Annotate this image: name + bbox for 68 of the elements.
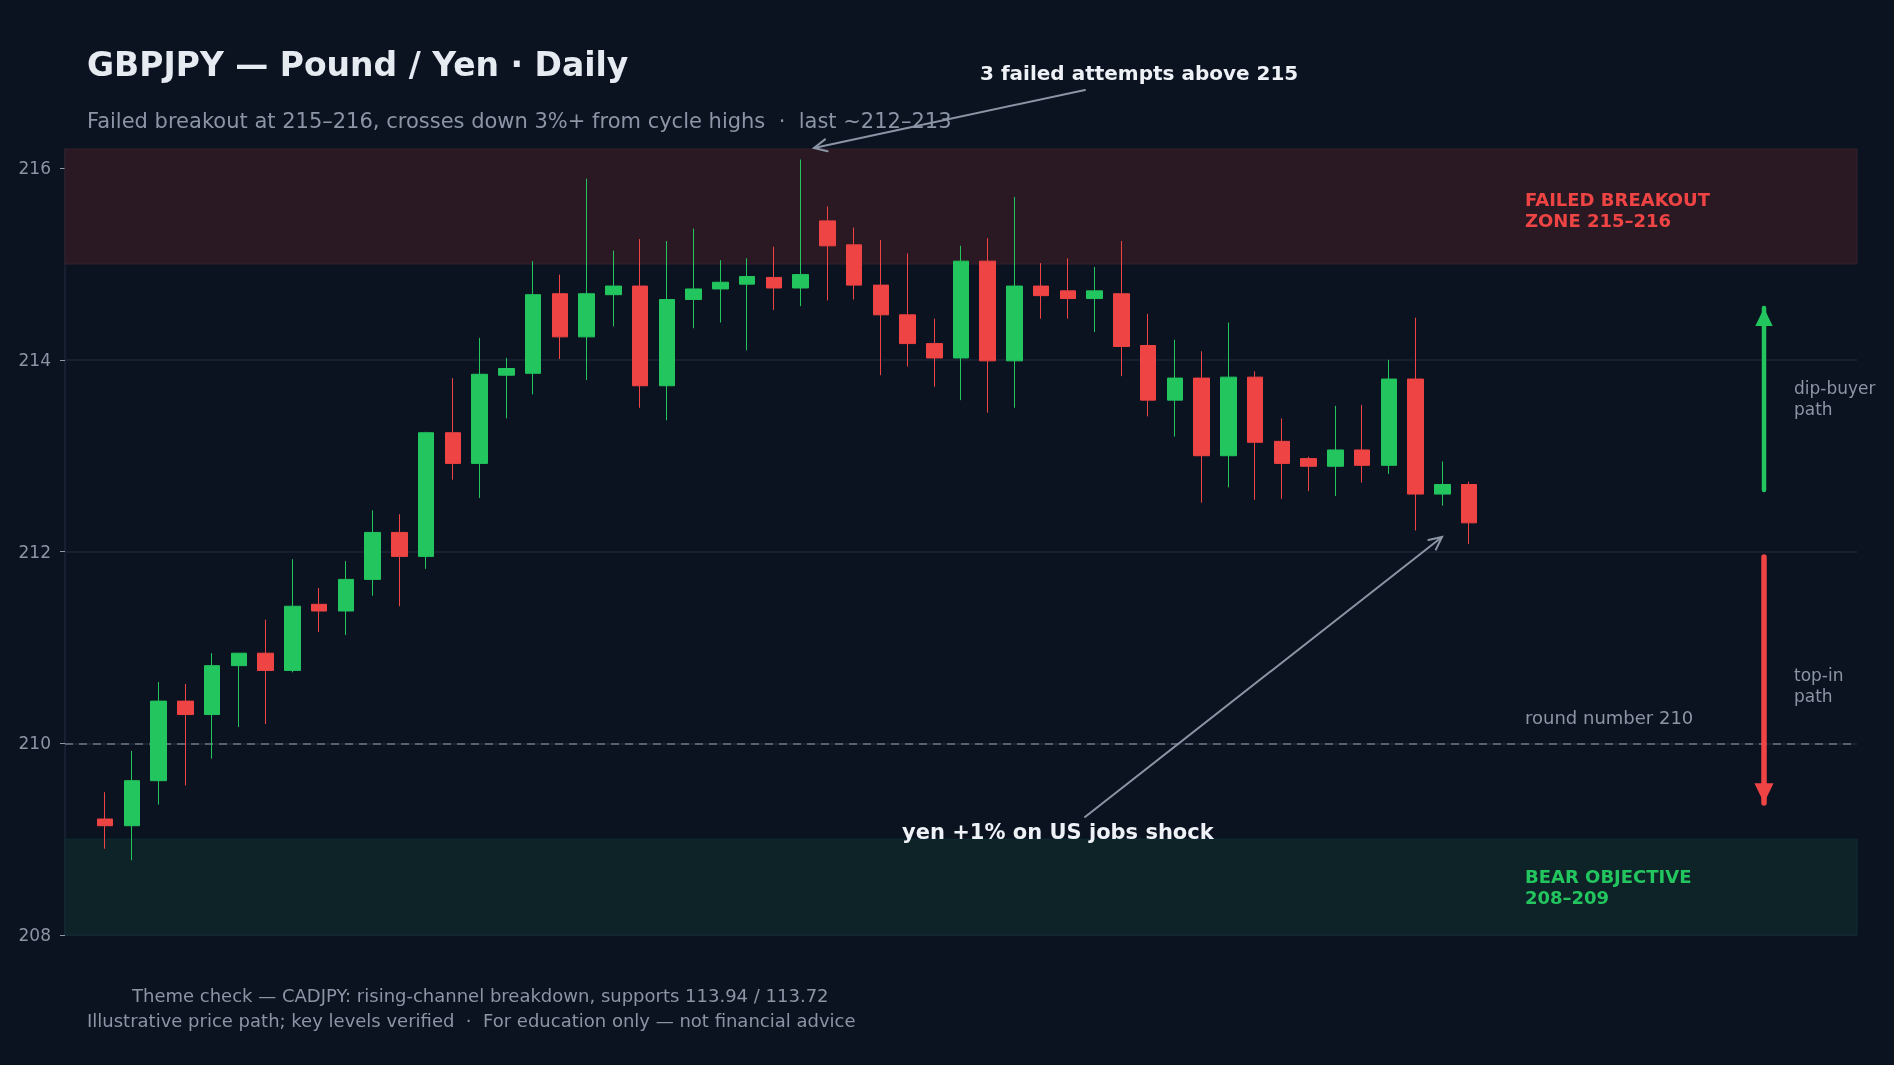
candlestick	[979, 237, 996, 414]
candlestick	[953, 245, 969, 401]
y-tick-label: 210	[18, 733, 51, 754]
candlestick	[311, 587, 327, 633]
candlestick	[846, 227, 862, 300]
candlestick	[498, 357, 515, 419]
candlestick	[712, 259, 729, 323]
candlestick	[257, 619, 274, 725]
candlestick	[418, 431, 434, 570]
y-tick-label: 216	[18, 158, 51, 179]
annotation: dip-buyer path	[1794, 377, 1881, 419]
candlestick	[471, 337, 488, 499]
candlestick	[284, 558, 301, 673]
candlestick	[1407, 317, 1424, 531]
candlestick	[632, 238, 648, 409]
annotation: yen +1% on US jobs shock	[902, 819, 1215, 844]
y-tick-label: 214	[18, 349, 51, 370]
candlestick	[1167, 339, 1183, 438]
candlestick	[1086, 266, 1103, 333]
annotation: top-in path	[1794, 664, 1849, 706]
y-tick-label: 212	[18, 541, 51, 562]
chart-subtitle: Failed breakout at 215–216, crosses down 3%+ from cycle highs · last ~212–213	[87, 108, 952, 133]
candlestick	[792, 159, 809, 307]
candlestick	[177, 683, 194, 786]
text: 3 failed attempts above 215	[980, 61, 1299, 85]
candlestick	[899, 252, 916, 368]
candlestick	[1274, 417, 1290, 500]
candlestick	[766, 246, 782, 311]
candlestick	[231, 652, 247, 728]
candlestick	[605, 250, 622, 327]
candlestick	[1381, 359, 1397, 475]
candlestick	[578, 178, 595, 381]
candlestick	[1140, 313, 1156, 417]
band-label: BEAR OBJECTIVE 208–209	[1525, 866, 1692, 908]
text: Theme check — CADJPY: rising-channel breakdown, supports 113.94 / 113.72	[131, 984, 829, 1006]
candlestick	[926, 318, 943, 388]
text: Illustrative price path; key levels verified · For education only — not financial advice	[87, 1009, 856, 1031]
candlestick	[739, 257, 755, 351]
candlestick	[391, 513, 408, 607]
candlestick	[1060, 257, 1076, 320]
candlestick	[1247, 370, 1263, 501]
candlestick	[1327, 405, 1344, 497]
candlestick	[150, 681, 167, 806]
candlestick	[124, 750, 140, 861]
candlestick	[1006, 196, 1023, 409]
candlestick	[1434, 460, 1451, 507]
band-label: FAILED BREAKOUT ZONE 215–216	[1525, 189, 1711, 231]
ref-line-label: round number 210	[1525, 706, 1694, 728]
candlestick	[204, 652, 220, 760]
candlestick	[1033, 262, 1049, 320]
candlestick	[552, 274, 568, 360]
candlestick	[1300, 456, 1317, 492]
y-tick-label: 208	[18, 925, 51, 945]
candlestick	[819, 206, 836, 301]
candlestick	[97, 791, 113, 850]
candlestick	[338, 560, 354, 636]
candlestick	[525, 260, 541, 395]
candlestick	[1113, 240, 1130, 377]
candlestick	[873, 239, 889, 376]
candlestick	[1193, 350, 1210, 504]
candlestick	[685, 228, 702, 329]
candlestick	[445, 377, 461, 481]
candlestick	[1461, 481, 1477, 545]
candlestick	[1220, 322, 1237, 488]
candlestick	[1354, 404, 1370, 484]
candlestick	[659, 240, 675, 421]
chart-title: GBPJPY — Pound / Yen · Daily	[87, 45, 629, 84]
candlestick	[364, 509, 381, 597]
